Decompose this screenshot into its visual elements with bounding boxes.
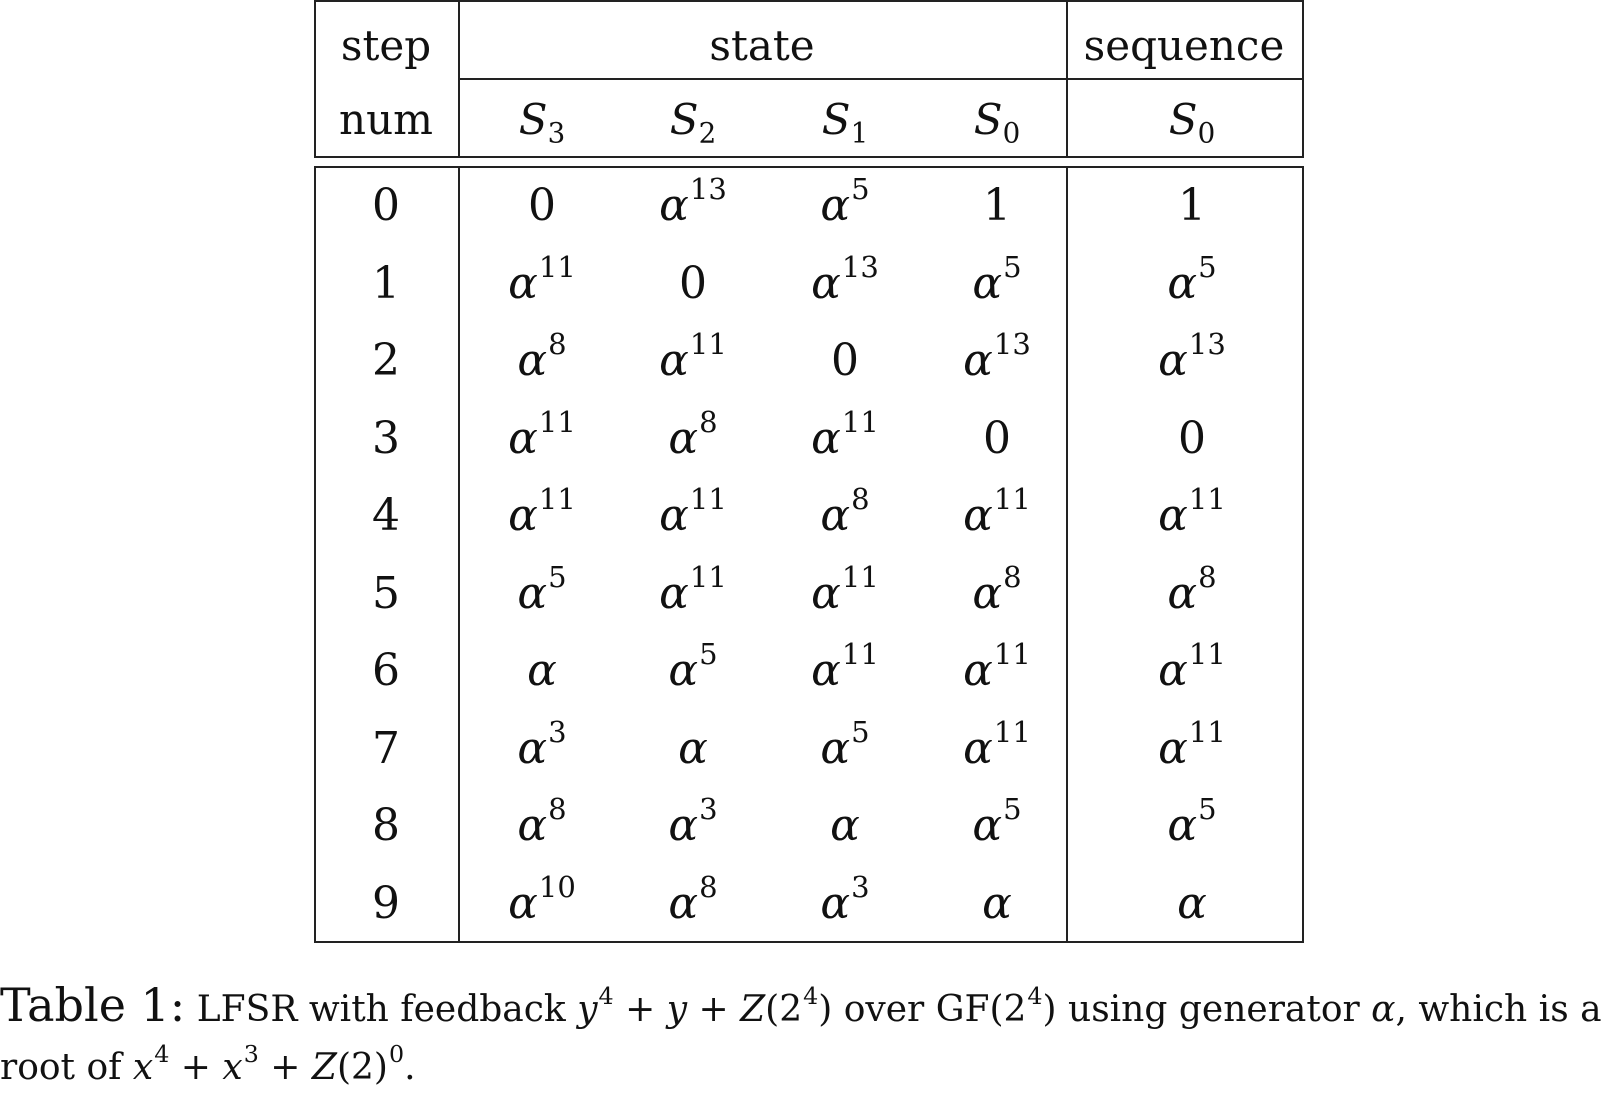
caption-text: root of bbox=[0, 1047, 122, 1088]
body-column-rule bbox=[314, 166, 316, 943]
state-cell: α3 bbox=[668, 792, 718, 851]
header-state-col: S2 bbox=[669, 95, 717, 150]
state-cell: α11 bbox=[659, 559, 727, 619]
sequence-cell: 0 bbox=[1178, 412, 1206, 464]
state-cell: α8 bbox=[668, 869, 718, 929]
caption-text: LFSR with feedback bbox=[196, 989, 566, 1030]
state-cell: α13 bbox=[811, 249, 879, 309]
header-state-col: S3 bbox=[518, 95, 566, 150]
state-cell: α bbox=[982, 877, 1012, 929]
state-cell: α5 bbox=[972, 249, 1022, 309]
state-cell: α11 bbox=[508, 249, 576, 309]
sequence-cell: α bbox=[1177, 877, 1207, 929]
header-column-rule bbox=[314, 0, 316, 158]
state-cell: α8 bbox=[668, 404, 718, 464]
state-cell: α11 bbox=[963, 637, 1031, 696]
caption-line-1: Table 1: LFSR with feedback y4 + y + Z(2… bbox=[0, 976, 1618, 1039]
state-cell: 0 bbox=[679, 257, 707, 309]
feedback-polynomial: y4 + y + Z(24) bbox=[577, 981, 833, 1030]
caption-label: Table 1: bbox=[0, 978, 186, 1032]
header-step: step bbox=[340, 21, 432, 70]
state-cell: α11 bbox=[963, 714, 1031, 774]
state-cell: α5 bbox=[668, 637, 718, 696]
state-cell: α8 bbox=[820, 482, 870, 541]
state-cell: α13 bbox=[963, 327, 1031, 386]
state-cell: α11 bbox=[963, 482, 1031, 541]
step-cell: 3 bbox=[372, 412, 400, 464]
body-column-rule bbox=[458, 166, 460, 943]
state-cell: α11 bbox=[811, 559, 879, 619]
header-bottom-rule bbox=[314, 156, 1304, 158]
step-cell: 2 bbox=[372, 335, 400, 386]
state-cell: α11 bbox=[659, 327, 727, 386]
state-cell: α5 bbox=[972, 792, 1022, 851]
state-cell: α5 bbox=[820, 714, 870, 774]
generator-symbol: α bbox=[1371, 989, 1396, 1030]
state-cell: α11 bbox=[659, 482, 727, 541]
state-cell: α8 bbox=[517, 327, 567, 386]
body-top-rule bbox=[314, 166, 1304, 168]
body-bottom-rule bbox=[314, 941, 1304, 943]
header-mid-rule bbox=[458, 78, 1304, 80]
step-cell: 4 bbox=[372, 490, 400, 541]
sequence-cell: α13 bbox=[1158, 327, 1226, 386]
caption-period: . bbox=[404, 1047, 416, 1088]
step-cell: 0 bbox=[372, 180, 400, 231]
state-cell: α11 bbox=[508, 482, 576, 541]
header-state: state bbox=[709, 21, 815, 70]
step-cell: 8 bbox=[372, 800, 400, 851]
state-cell: α5 bbox=[820, 172, 870, 231]
step-cell: 5 bbox=[372, 567, 400, 619]
sequence-cell: α11 bbox=[1158, 714, 1226, 774]
step-cell: 6 bbox=[372, 645, 400, 696]
state-cell: α bbox=[678, 722, 708, 774]
state-cell: α5 bbox=[517, 559, 567, 619]
step-cell: 7 bbox=[372, 722, 400, 774]
sequence-cell: α8 bbox=[1167, 559, 1217, 619]
state-cell: 0 bbox=[831, 335, 859, 386]
header-top-rule bbox=[314, 0, 1304, 2]
header-state-col: S0 bbox=[973, 95, 1021, 150]
primitive-polynomial: x4 + x3 + Z(2)0 bbox=[132, 1039, 405, 1088]
sequence-cell: α5 bbox=[1167, 249, 1217, 309]
header-column-rule bbox=[458, 0, 460, 158]
state-cell: α bbox=[527, 645, 557, 696]
state-cell: α bbox=[830, 800, 860, 851]
body-column-rule bbox=[1302, 166, 1304, 943]
table-caption: Table 1: LFSR with feedback y4 + y + Z(2… bbox=[0, 976, 1618, 1097]
step-cell: 1 bbox=[372, 257, 400, 309]
caption-text: , which is a bbox=[1395, 989, 1602, 1030]
state-cell: α11 bbox=[811, 404, 879, 464]
body-column-rule bbox=[1066, 166, 1068, 943]
sequence-cell: 1 bbox=[1178, 180, 1206, 231]
state-cell: α13 bbox=[659, 172, 727, 231]
caption-line-2: root of x4 + x3 + Z(2)0. bbox=[0, 1039, 1618, 1097]
caption-text: over GF(24) using generator bbox=[843, 981, 1360, 1030]
state-cell: α3 bbox=[820, 869, 870, 929]
lfsr-table: step num state sequence S3 S2 S1 S0 S0 0 0 α13 α5 1 1 1… bbox=[314, 0, 1304, 943]
header-num: num bbox=[339, 95, 433, 144]
header-state-col: S1 bbox=[821, 95, 869, 150]
sequence-cell: α11 bbox=[1158, 637, 1226, 696]
header-sequence-col: S0 bbox=[1168, 95, 1216, 150]
state-cell: 1 bbox=[983, 180, 1011, 231]
state-cell: 0 bbox=[528, 180, 556, 231]
sequence-cell: α11 bbox=[1158, 482, 1226, 541]
state-cell: α11 bbox=[508, 404, 576, 464]
header-sequence: sequence bbox=[1083, 21, 1285, 70]
state-cell: α3 bbox=[517, 714, 567, 774]
state-cell: α10 bbox=[508, 869, 576, 929]
state-cell: α8 bbox=[972, 559, 1022, 619]
header-column-rule bbox=[1302, 0, 1304, 158]
header-column-rule bbox=[1066, 0, 1068, 158]
state-cell: 0 bbox=[983, 412, 1011, 464]
sequence-cell: α5 bbox=[1167, 792, 1217, 851]
step-cell: 9 bbox=[372, 877, 400, 929]
state-cell: α11 bbox=[811, 637, 879, 696]
state-cell: α8 bbox=[517, 792, 567, 851]
